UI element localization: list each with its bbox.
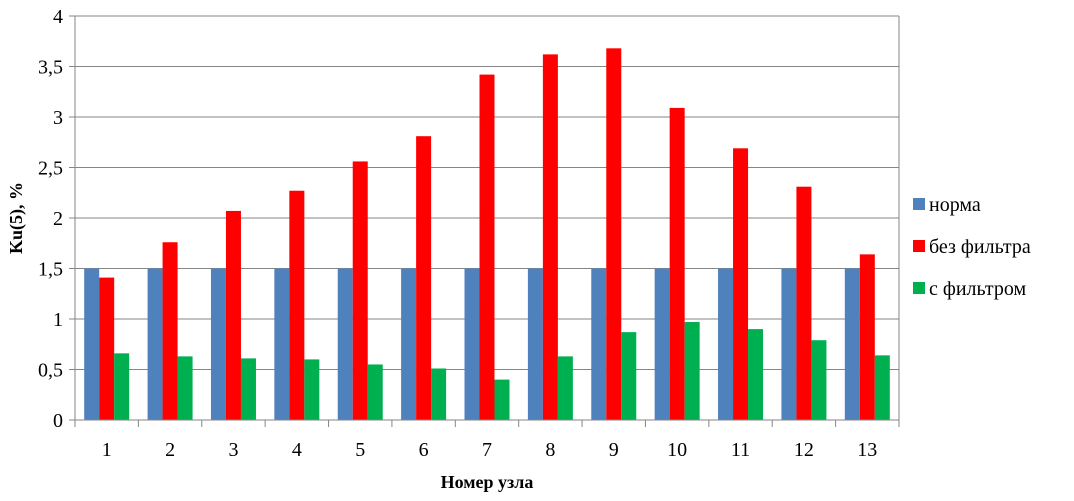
- bar: [114, 353, 130, 420]
- legend-label: без фильтра: [929, 236, 1031, 258]
- bar: [859, 254, 875, 420]
- bar: [557, 356, 573, 420]
- bar: [289, 190, 305, 420]
- x-tick-label: 4: [292, 439, 302, 461]
- y-tick-labels: 0 0,5 1 1,5 2 2,5 3 3,5 4: [38, 6, 63, 432]
- bar: [162, 242, 178, 420]
- x-tick-label: 9: [609, 439, 619, 461]
- bars: [84, 48, 890, 420]
- bar: [304, 359, 320, 420]
- x-tick-label: 5: [355, 439, 365, 461]
- bar: [84, 268, 100, 420]
- bar: [401, 268, 417, 420]
- x-tick-label: 11: [731, 439, 750, 461]
- bar: [431, 368, 447, 420]
- bar: [781, 268, 797, 420]
- y-tick-label: 4: [53, 6, 63, 28]
- bar: [240, 358, 256, 420]
- bar: [147, 268, 163, 420]
- x-tick-label: 2: [165, 439, 175, 461]
- legend-label: с фильтром: [929, 278, 1026, 300]
- y-tick-label: 3,5: [38, 57, 63, 79]
- bar: [210, 268, 226, 420]
- legend-swatch: [913, 282, 925, 294]
- bar: [274, 268, 290, 420]
- y-tick-label: 2: [53, 208, 63, 230]
- axes: [74, 16, 899, 421]
- x-tick-label: 10: [667, 439, 687, 461]
- bar: [874, 355, 890, 420]
- bar: [669, 107, 685, 420]
- bar: [352, 161, 368, 420]
- y-axis-title: Ku(5), %: [6, 182, 27, 254]
- x-tick-label: 13: [857, 439, 877, 461]
- legend-swatch: [913, 198, 925, 210]
- bar: [684, 322, 700, 420]
- bar: [542, 54, 558, 420]
- legend-label: норма: [929, 194, 981, 216]
- bar: [654, 268, 670, 420]
- bar: [748, 329, 764, 420]
- bar: [606, 48, 622, 420]
- bar: [621, 332, 637, 420]
- x-tick-label: 12: [794, 439, 814, 461]
- bar: [494, 379, 510, 420]
- y-tick-label: 1: [53, 309, 63, 331]
- x-tick-label: 6: [419, 439, 429, 461]
- bar: [367, 364, 383, 420]
- bar: [99, 277, 115, 420]
- x-tick-label: 7: [482, 439, 492, 461]
- legend-swatch: [913, 240, 925, 252]
- bar: [796, 186, 812, 420]
- y-tick-label: 2,5: [38, 158, 63, 180]
- y-tick-label: 0,5: [38, 360, 63, 382]
- bar: [225, 210, 241, 420]
- bar: [733, 148, 749, 420]
- bar: [844, 268, 860, 420]
- bar: [479, 74, 495, 420]
- x-tick-label: 1: [102, 439, 112, 461]
- y-tick-label: 1,5: [38, 259, 63, 281]
- bar: [591, 268, 607, 420]
- bar: [464, 268, 480, 420]
- bar: [177, 356, 193, 420]
- y-tick-label: 0: [53, 410, 63, 432]
- x-tick-label: 3: [228, 439, 238, 461]
- x-axis-title: Номер узла: [441, 472, 534, 492]
- bar: [718, 268, 734, 420]
- bar: [527, 268, 543, 420]
- x-tick-labels: 1 2 3 4 5 6 7 8 9 10 11 12 13: [74, 420, 900, 461]
- bar: [337, 268, 353, 420]
- x-tick-label: 8: [545, 439, 555, 461]
- bar: [416, 136, 432, 420]
- legend: норма без фильтра с фильтром: [913, 194, 1031, 300]
- y-tick-label: 3: [53, 107, 63, 129]
- bar: [811, 340, 827, 420]
